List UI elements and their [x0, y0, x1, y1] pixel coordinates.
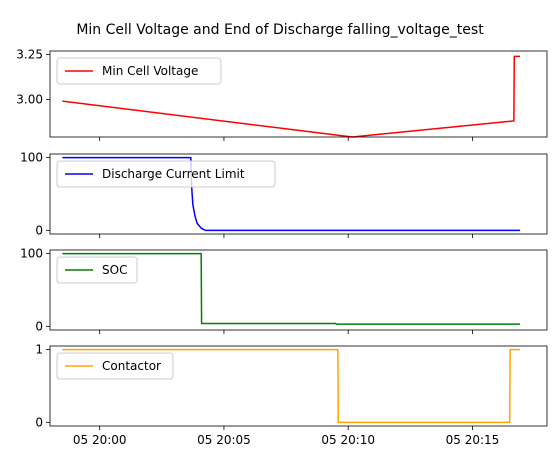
- x-tick-label: 05 20:15: [446, 433, 500, 447]
- axes-frame-4: [49, 345, 548, 427]
- legend-box: [56, 352, 174, 380]
- y-tick-label: 0: [35, 415, 43, 429]
- legend-box: [56, 160, 276, 188]
- legend-3: SOC: [56, 256, 138, 284]
- axes-frame-2: [49, 153, 548, 235]
- y-tick-label: 0: [35, 223, 43, 237]
- x-tick-label: 05 20:10: [321, 433, 375, 447]
- y-tick-label: 3.00: [16, 92, 43, 106]
- legend-2: Discharge Current Limit: [56, 160, 276, 188]
- x-tick-label: 05 20:00: [73, 433, 127, 447]
- legend-box: [56, 256, 138, 284]
- y-tick-label: 0: [35, 319, 43, 333]
- legend-4: Contactor: [56, 352, 174, 380]
- legend-label: Discharge Current Limit: [102, 167, 245, 181]
- subplot-4: 0 1 05 20:00 05 20:05 05 20:10 05 20:15 Contac…: [35, 343, 548, 447]
- axes-frame-3: [49, 249, 548, 331]
- subplot-1: 3.00 3.25 Min Cell Voltage: [16, 48, 548, 141]
- series-line-4: [62, 348, 521, 424]
- legend-label: Min Cell Voltage: [102, 64, 198, 78]
- subplot-2: 0 100 Discharge Current Limit: [20, 151, 548, 238]
- series-line-1: [62, 55, 521, 138]
- y-tick-label: 1: [35, 343, 43, 357]
- y-tick-label: 100: [20, 151, 43, 165]
- legend-1: Min Cell Voltage: [56, 57, 222, 85]
- x-tick-label: 05 20:05: [197, 433, 251, 447]
- legend-box: [56, 57, 222, 85]
- chart-title: Min Cell Voltage and End of Discharge fa…: [76, 22, 484, 38]
- legend-label: Contactor: [102, 359, 161, 373]
- series-line-3: [62, 252, 521, 325]
- subplot-3: 0 100 SOC: [20, 247, 548, 334]
- legend-label: SOC: [102, 263, 127, 277]
- y-tick-label: 3.25: [16, 48, 43, 62]
- y-tick-label: 100: [20, 247, 43, 261]
- axes-frame-1: [49, 50, 548, 138]
